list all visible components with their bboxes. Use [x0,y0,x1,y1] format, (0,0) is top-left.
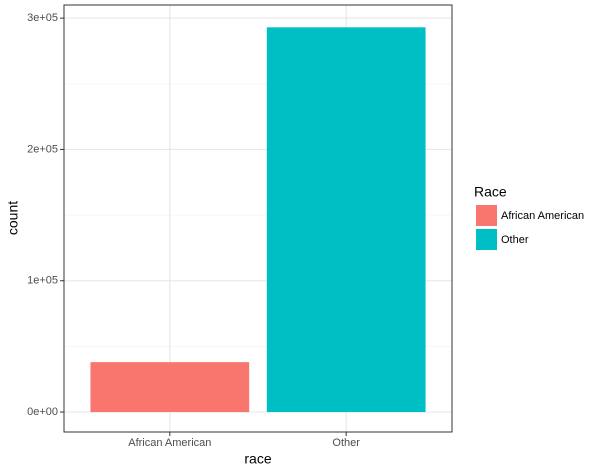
panel-border [63,4,453,433]
legend-key [476,205,497,226]
bar [266,27,426,413]
legend-label: African American [501,210,584,222]
legend-key [476,229,497,250]
x-axis-label: race [244,451,271,467]
bar [90,362,250,413]
x-tick-label: Other [332,437,360,449]
y-axis-label: count [5,201,21,235]
x-tick-label: African American [128,437,211,449]
legend-title: Race [474,184,507,200]
y-tick-label: 0e+00 [27,406,58,418]
y-tick-label: 3e+05 [27,12,58,24]
y-tick-label: 1e+05 [27,275,58,287]
legend-label: Other [501,234,529,246]
y-tick-label: 2e+05 [27,143,58,155]
